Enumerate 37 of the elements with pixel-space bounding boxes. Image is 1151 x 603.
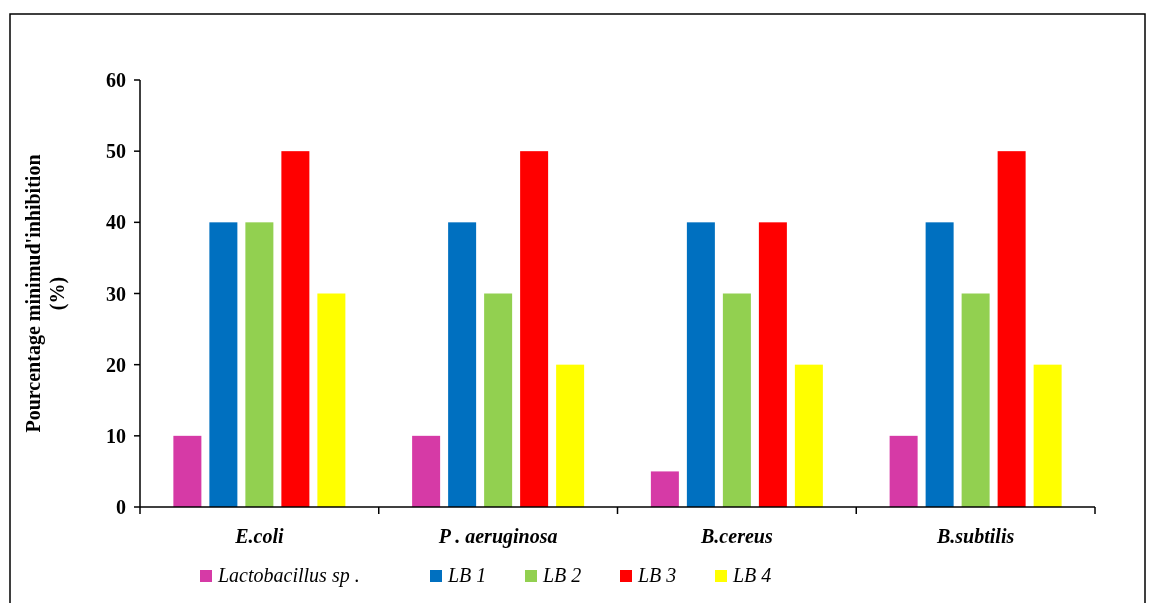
x-tick-label: B.cereus (700, 525, 773, 547)
y-tick-label: 50 (106, 140, 126, 163)
bar (520, 151, 549, 507)
legend-label: LB 1 (447, 564, 487, 586)
bar (448, 222, 477, 507)
bar (794, 364, 823, 507)
bar (281, 151, 310, 507)
legend-label: Lactobacillus sp . (217, 564, 360, 587)
legend-label: LB 4 (732, 564, 772, 586)
y-tick-label: 0 (116, 496, 126, 518)
bar (758, 222, 787, 507)
bar (650, 471, 679, 507)
bar (997, 151, 1026, 507)
bar (484, 293, 513, 507)
bar (961, 293, 990, 507)
y-tick-label: 40 (106, 211, 126, 234)
bar (925, 222, 954, 507)
bar (209, 222, 238, 507)
y-tick-label: 60 (106, 69, 126, 91)
legend-label: LB 2 (542, 564, 582, 586)
legend-label: LB 3 (637, 564, 677, 586)
bar (686, 222, 715, 507)
x-tick-label: B.subtilis (935, 525, 1015, 547)
bar (1033, 364, 1062, 507)
y-axis-title: Pourcentage minimud'inhibition (%) (22, 154, 69, 433)
bar (173, 435, 202, 507)
y-tick-label: 10 (106, 424, 126, 447)
bar (412, 435, 441, 507)
bar (245, 222, 274, 507)
bar (317, 293, 346, 507)
bar (722, 293, 751, 507)
x-tick-label: P . aeruginosa (437, 525, 558, 548)
bar (889, 435, 918, 507)
x-tick-label: E.coli (234, 525, 284, 547)
bar (556, 364, 585, 507)
y-tick-label: 30 (106, 282, 126, 305)
y-tick-label: 20 (106, 353, 126, 376)
